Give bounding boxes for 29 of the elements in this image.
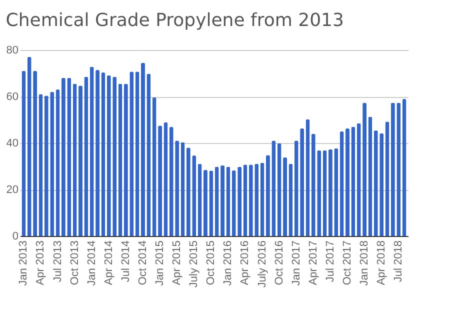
x-tick-label: Apr 2014 bbox=[102, 240, 115, 286]
x-tick-label: Apr 2018 bbox=[376, 240, 388, 286]
x-tick-label: Jan 2013 bbox=[18, 240, 30, 286]
y-tick-label: 20 bbox=[6, 184, 18, 196]
x-tick-label: Apr 2017 bbox=[307, 240, 320, 286]
x-tick-label: Jan 2016 bbox=[222, 240, 234, 286]
x-tick-label: July 2016 bbox=[256, 240, 268, 288]
x-tick-label: Jul 2018 bbox=[392, 240, 405, 282]
x-tick-label: July 2015 bbox=[188, 240, 200, 288]
x-tick-label: Jan 2017 bbox=[290, 240, 302, 286]
x-tick-label: Oct 2017 bbox=[342, 240, 354, 286]
x-tick-label: Apr 2016 bbox=[239, 240, 252, 286]
x-tick-label: Oct 2016 bbox=[273, 240, 286, 286]
x-tick-label: Apr 2015 bbox=[171, 240, 184, 286]
y-tick-label: 40 bbox=[6, 138, 18, 150]
x-tick-label: Jan 2015 bbox=[154, 240, 166, 286]
x-tick-label: Apr 2013 bbox=[34, 240, 47, 286]
y-tick-label: 0 bbox=[12, 230, 18, 242]
y-tick-label: 80 bbox=[6, 44, 18, 56]
x-tick-label: Oct 2015 bbox=[205, 240, 218, 286]
x-tick-label: Oct 2013 bbox=[68, 240, 81, 286]
x-tick-label: Jul 2014 bbox=[120, 240, 132, 282]
x-tick-label: Jan 2018 bbox=[358, 240, 371, 286]
x-tick-label: Jul 2017 bbox=[324, 240, 336, 282]
x-tick-label: Oct 2014 bbox=[136, 240, 149, 286]
y-tick-label: 60 bbox=[6, 91, 18, 103]
x-tick-label: Jul 2013 bbox=[52, 240, 64, 282]
chart-title: Chemical Grade Propylene from 2013 bbox=[6, 10, 344, 31]
x-tick-label: Jan 2014 bbox=[86, 240, 98, 286]
